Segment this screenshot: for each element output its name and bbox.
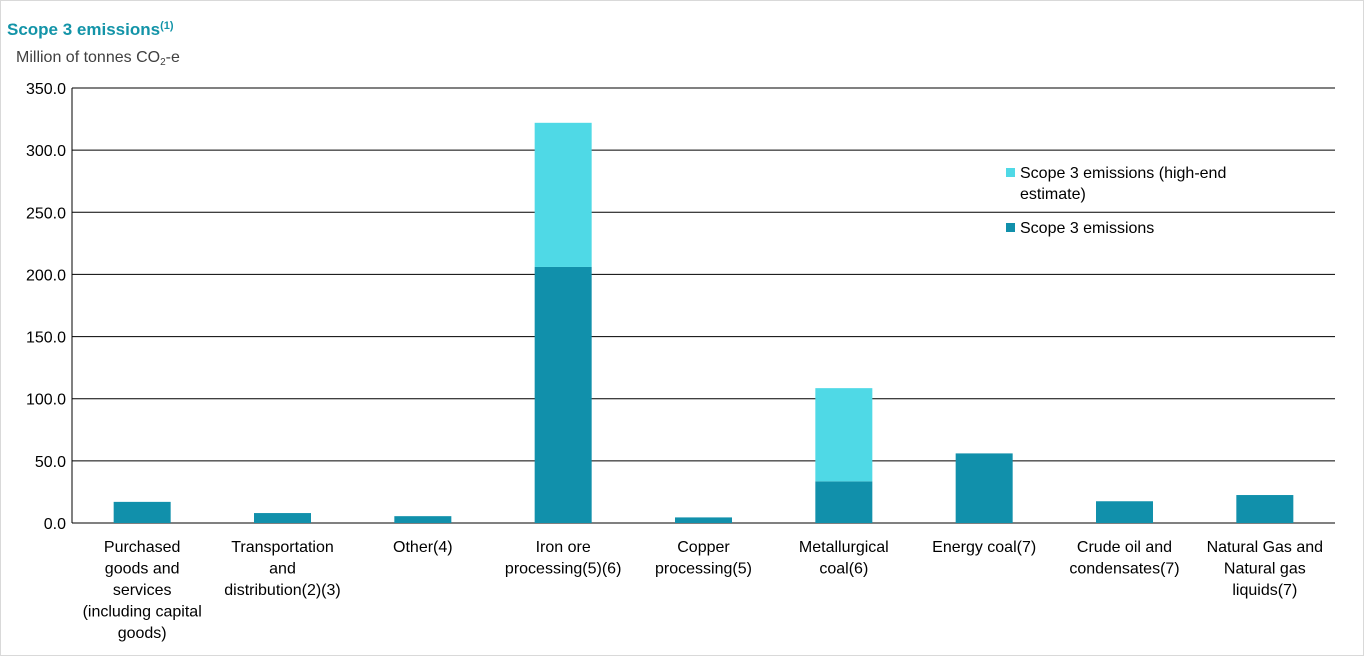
bar-scope3: [675, 517, 732, 523]
x-category-label: goods and: [105, 561, 180, 578]
x-category-label: Other(4): [393, 539, 453, 556]
x-category-label: Crude oil and: [1077, 539, 1172, 556]
y-tick-label: 300.0: [26, 143, 66, 160]
x-category-label: distribution(2)(3): [224, 582, 340, 599]
bar-scope3: [113, 501, 171, 523]
x-category-label: Natural gas: [1224, 561, 1306, 578]
y-tick-label: 100.0: [26, 392, 66, 409]
legend-swatch: [1006, 223, 1015, 232]
x-axis-categories: Purchased goods and services (including cap…: [83, 539, 1324, 642]
bar-scope3: [1236, 495, 1294, 523]
y-axis-unit-label: Million of tonnes CO2-e: [16, 49, 180, 68]
x-category-label: goods): [118, 625, 167, 642]
legend: Scope 3 emissions (high-end estimate) Scop…: [1006, 165, 1226, 237]
legend-label: Scope 3 emissions: [1020, 220, 1154, 237]
y-axis-ticks: 0.0 50.0 100.0 150.0 200.0 250.0 300.0 350.0: [26, 81, 66, 533]
x-category-label: (including capital: [83, 604, 202, 621]
legend-label: estimate): [1020, 186, 1086, 203]
bar-scope3: [394, 516, 452, 523]
y-tick-label: 200.0: [26, 267, 66, 284]
y-tick-label: 150.0: [26, 330, 66, 347]
bar-scope3: [955, 453, 1013, 523]
x-category-label: processing(5): [655, 561, 752, 578]
chart-title-footnote: (1): [160, 20, 174, 32]
y-tick-label: 250.0: [26, 205, 66, 222]
x-category-label: Purchased: [104, 539, 181, 556]
unit-text: Million of tonnes CO: [16, 49, 161, 66]
x-category-label: Natural Gas and: [1207, 539, 1324, 556]
chart-title-text: Scope 3 emissions: [7, 20, 161, 39]
x-category-label: and: [269, 561, 296, 578]
x-category-label: Iron ore: [536, 539, 591, 556]
x-category-label: Copper: [677, 539, 730, 556]
x-category-label: condensates(7): [1069, 561, 1179, 578]
y-tick-label: 0.0: [44, 516, 66, 533]
x-category-label: coal(6): [819, 561, 868, 578]
x-category-label: liquids(7): [1232, 582, 1297, 599]
bar-scope3: [815, 481, 873, 523]
x-category-label: Metallurgical: [799, 539, 889, 556]
legend-swatch: [1006, 168, 1015, 177]
x-category-label: services: [113, 582, 172, 599]
x-category-label: processing(5)(6): [505, 561, 621, 578]
bar-scope3-high-end: [815, 388, 873, 482]
bar-scope3: [1096, 501, 1153, 523]
x-category-label: Transportation: [231, 539, 334, 556]
y-tick-label: 50.0: [35, 454, 66, 471]
gridlines: [71, 87, 1335, 524]
bars: [113, 122, 1294, 523]
bar-scope3: [254, 513, 311, 523]
y-tick-label: 350.0: [26, 81, 66, 98]
chart-title: Scope 3 emissions(1): [7, 20, 174, 40]
x-category-label: Energy coal(7): [932, 539, 1036, 556]
legend-label: Scope 3 emissions (high-end: [1020, 165, 1226, 182]
unit-suffix: -e: [165, 49, 180, 66]
bar-scope3: [534, 266, 592, 523]
bar-scope3-high-end: [534, 122, 592, 267]
unit-subscript: 2: [160, 57, 166, 68]
